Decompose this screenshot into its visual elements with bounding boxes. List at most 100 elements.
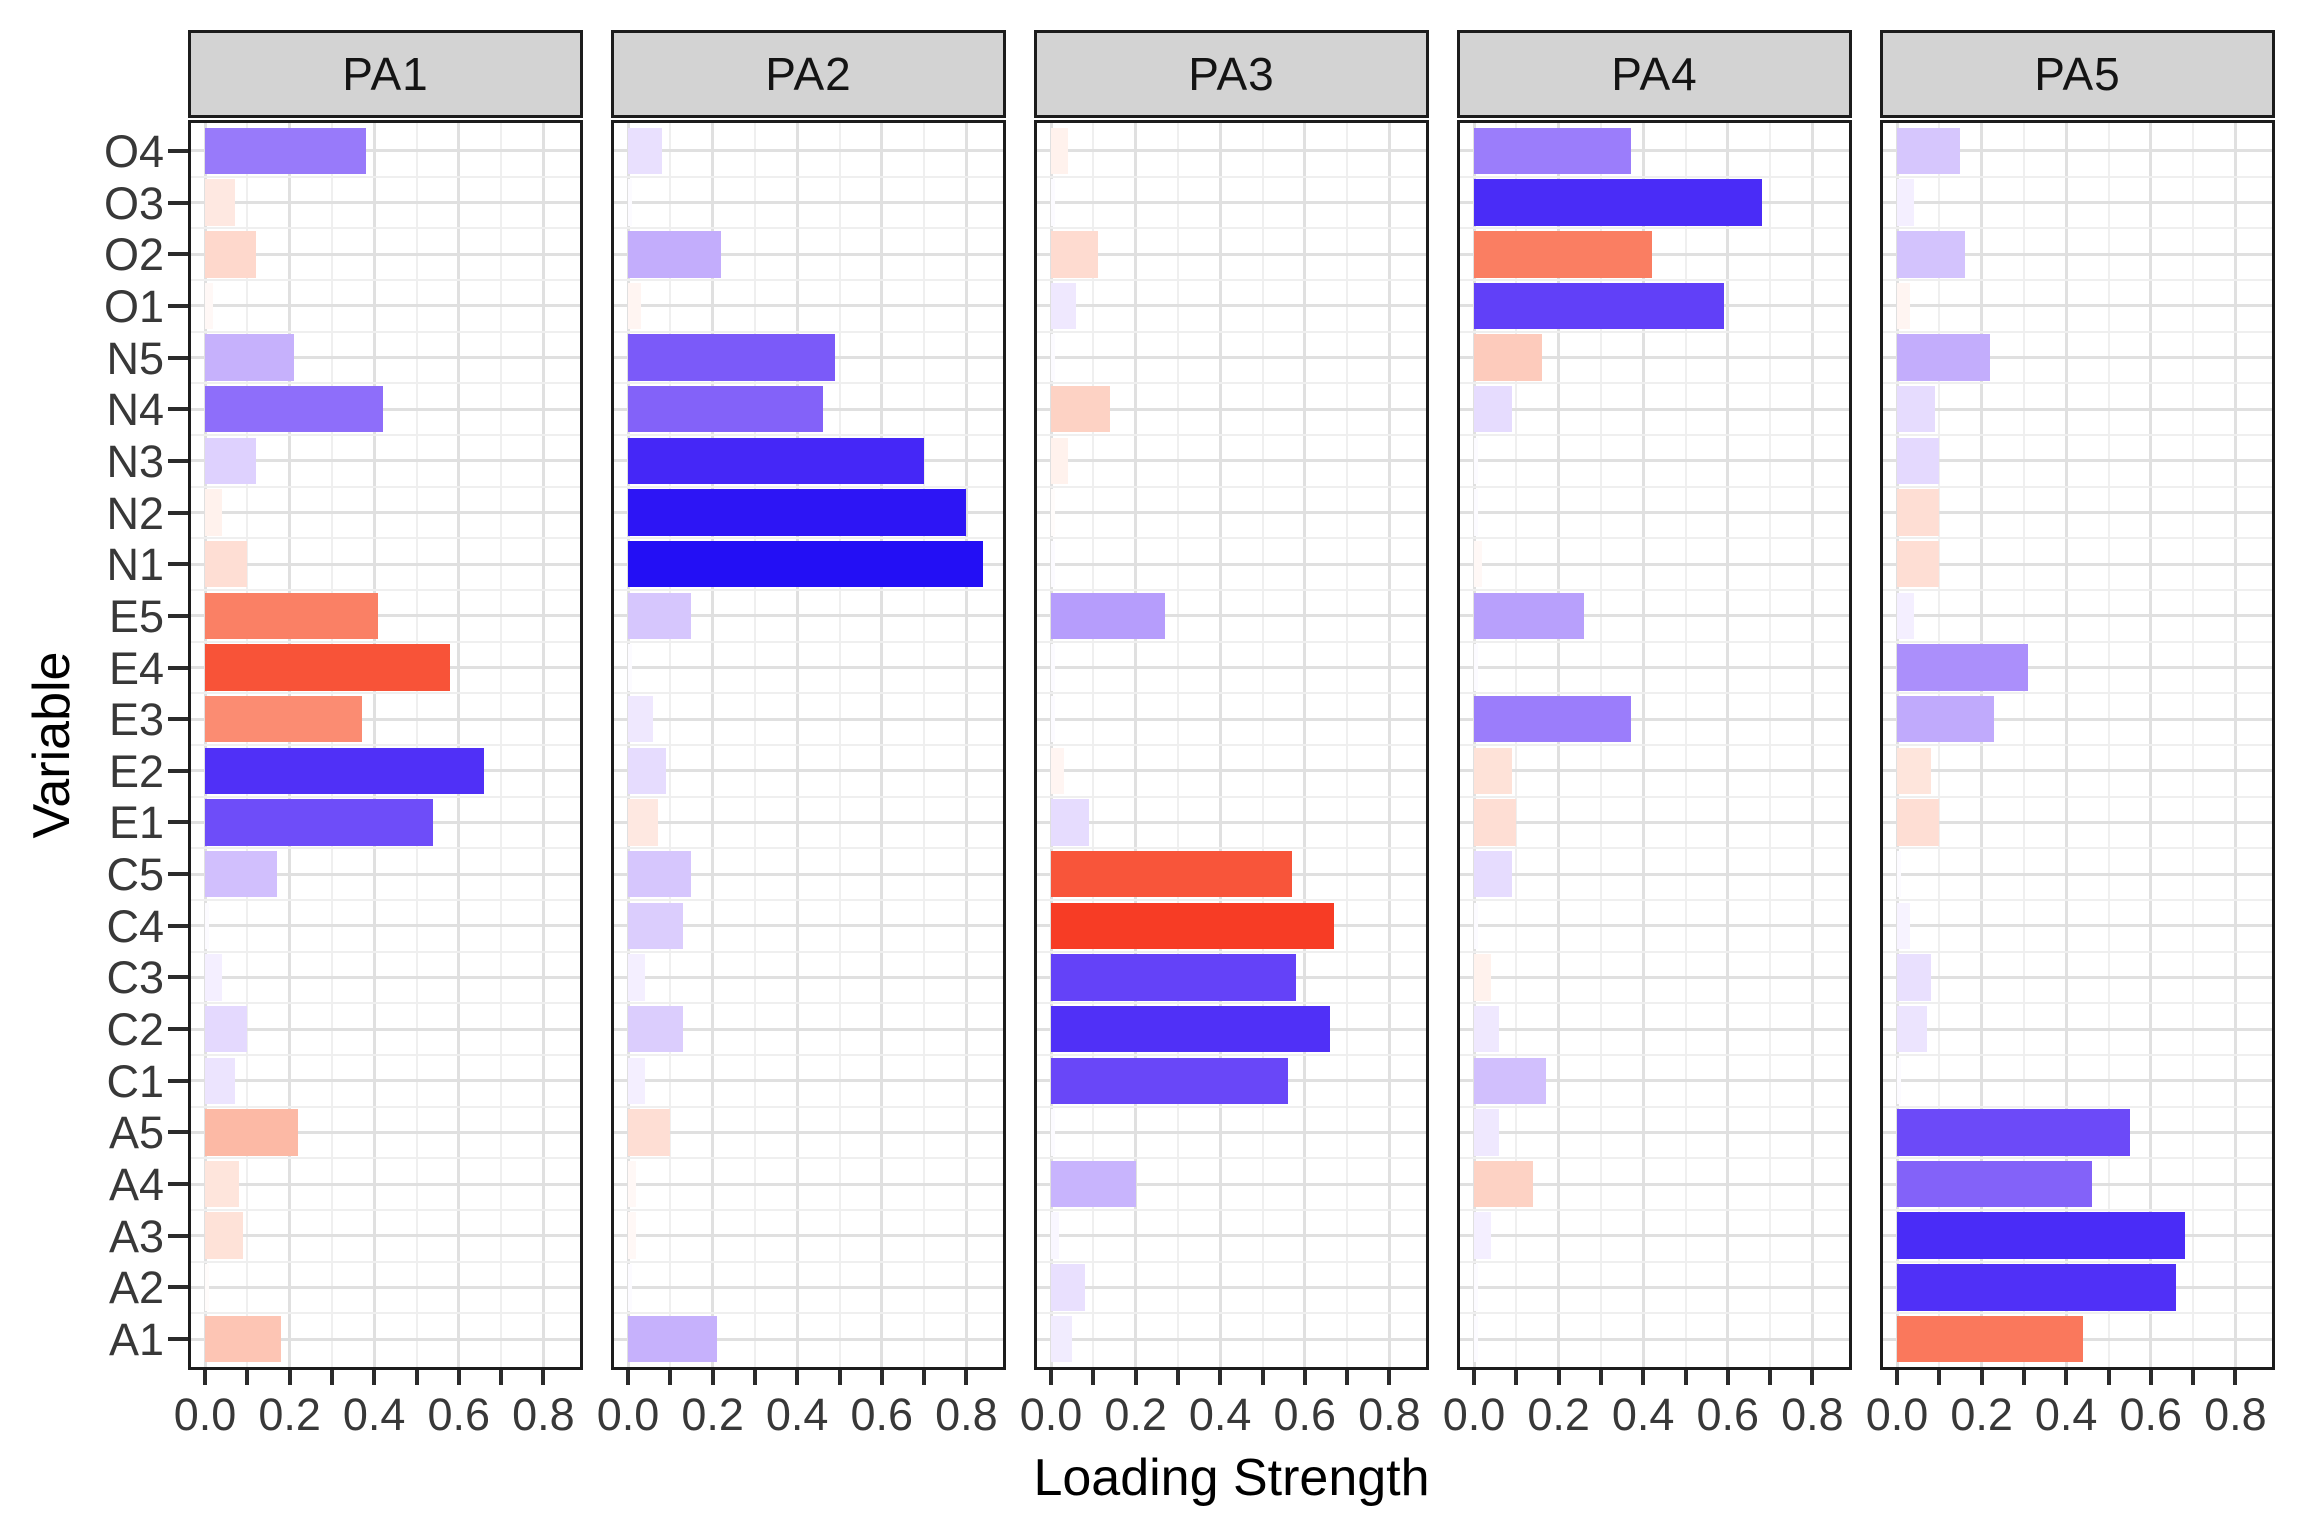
facet-strip-label-pa4: PA4: [1611, 48, 1698, 100]
bar-pa3-e4: [1051, 644, 1056, 691]
gridline-horizontal-major: [1460, 562, 1849, 566]
gridline-horizontal-minor: [1037, 950, 1426, 953]
y-tick-mark-a4: [168, 1182, 188, 1187]
bar-pa1-a3: [205, 1212, 244, 1259]
x-tick-mark-pa2-0.3: [752, 1370, 757, 1385]
x-tick-label-pa3-0.6: 0.6: [1273, 1389, 1337, 1440]
gridline-horizontal-major: [1460, 356, 1849, 360]
bar-pa2-e3: [628, 695, 654, 743]
bar-pa2-o1: [628, 282, 641, 330]
gridline-horizontal-major: [1883, 975, 2272, 979]
bar-pa1-o4: [205, 127, 366, 175]
gridline-horizontal-minor: [1883, 898, 2272, 901]
bar-pa5-a5: [1897, 1109, 2130, 1156]
bar-pa3-o2: [1051, 231, 1098, 278]
x-tick-mark-pa5-0.1: [1937, 1370, 1942, 1385]
facet-strip-label-pa5: PA5: [2034, 48, 2121, 100]
gridline-horizontal-major: [1460, 511, 1849, 515]
bar-pa1-c2: [205, 1005, 248, 1053]
gridline-horizontal-major: [191, 717, 580, 721]
x-tick-label-pa3-0.8: 0.8: [1358, 1389, 1421, 1440]
gridline-horizontal-minor: [191, 847, 580, 850]
facet-strip-label-pa3: PA3: [1188, 48, 1275, 100]
bar-pa1-o1: [205, 282, 214, 330]
gridline-horizontal-minor: [1460, 795, 1849, 798]
gridline-horizontal-minor: [1037, 898, 1426, 901]
y-tick-label-a4: A4: [108, 1159, 164, 1211]
bar-pa2-n2: [628, 489, 967, 536]
y-tick-label-o2: O2: [103, 229, 164, 281]
bar-pa5-n1: [1897, 540, 1940, 588]
y-tick-mark-n2: [168, 510, 188, 515]
bar-pa3-a3: [1051, 1212, 1060, 1259]
x-tick-mark-pa1-0.6: [456, 1370, 461, 1385]
bar-pa1-c4: [205, 902, 210, 950]
gridline-horizontal-minor: [191, 279, 580, 282]
x-tick-mark-pa4-0.4: [1641, 1370, 1646, 1385]
x-tick-label-pa2-0.8: 0.8: [935, 1389, 998, 1440]
gridline-horizontal-major: [614, 1285, 1003, 1289]
gridline-horizontal-major: [614, 614, 1003, 618]
facet-panel-pa5: [1880, 120, 2275, 1370]
bar-pa2-e1: [628, 799, 658, 846]
bar-pa2-c2: [628, 1005, 683, 1053]
x-tick-mark-pa3-0.4: [1218, 1370, 1223, 1385]
bar-pa1-e4: [205, 644, 451, 691]
gridline-horizontal-minor: [1460, 330, 1849, 333]
gridline-horizontal-minor: [1460, 640, 1849, 643]
gridline-horizontal-minor: [1460, 227, 1849, 230]
x-tick-label-pa5-0.0: 0.0: [1865, 1389, 1929, 1440]
gridline-horizontal-minor: [614, 279, 1003, 282]
x-tick-mark-pa3-0.5: [1260, 1370, 1265, 1385]
gridline-horizontal-minor: [191, 1260, 580, 1263]
gridline-horizontal-major: [1460, 924, 1849, 928]
y-tick-mark-n3: [168, 458, 188, 463]
gridline-horizontal-major: [1037, 304, 1426, 308]
gridline-horizontal-minor: [614, 330, 1003, 333]
gridline-horizontal-minor: [1883, 589, 2272, 592]
y-tick-label-n5: N5: [106, 332, 164, 384]
bar-pa5-n5: [1897, 334, 1991, 381]
bar-pa5-c4: [1897, 902, 1910, 950]
gridline-horizontal-minor: [1037, 692, 1426, 695]
gridline-horizontal-minor: [1883, 640, 2272, 643]
x-tick-mark-pa4-0.6: [1725, 1370, 1730, 1385]
gridline-horizontal-minor: [1883, 1260, 2272, 1263]
x-tick-label-pa4-0.4: 0.4: [1611, 1389, 1675, 1440]
gridline-horizontal-major: [1460, 769, 1849, 773]
gridline-horizontal-minor: [1460, 382, 1849, 385]
gridline-horizontal-minor: [1460, 1260, 1849, 1263]
bar-pa5-n4: [1897, 386, 1936, 433]
gridline-horizontal-minor: [1037, 640, 1426, 643]
bar-pa2-a3: [628, 1212, 637, 1259]
bar-pa2-c4: [628, 902, 683, 950]
x-tick-mark-pa4-0.2: [1556, 1370, 1561, 1385]
gridline-horizontal-minor: [1883, 1157, 2272, 1160]
bar-pa3-e2: [1051, 747, 1064, 795]
gridline-horizontal-minor: [614, 847, 1003, 850]
gridline-horizontal-minor: [1037, 279, 1426, 282]
gridline-horizontal-major: [614, 820, 1003, 824]
bar-pa3-c5: [1051, 850, 1293, 898]
x-tick-mark-pa4-0.0: [1472, 1370, 1476, 1385]
bar-pa5-a2: [1897, 1264, 2177, 1311]
gridline-horizontal-minor: [191, 950, 580, 953]
gridline-horizontal-major: [1460, 614, 1849, 618]
x-tick-label-pa5-0.2: 0.2: [1950, 1389, 2013, 1440]
bar-pa2-n3: [628, 437, 925, 485]
x-tick-mark-pa1-0.2: [287, 1370, 292, 1385]
x-tick-mark-pa2-0.2: [710, 1370, 715, 1385]
x-tick-label-pa1-0.0: 0.0: [173, 1389, 237, 1440]
y-tick-label-n2: N2: [106, 487, 164, 539]
bar-pa4-e1: [1474, 799, 1517, 846]
gridline-horizontal-minor: [1883, 950, 2272, 953]
gridline-horizontal-minor: [1037, 847, 1426, 850]
gridline-horizontal-major: [191, 614, 580, 618]
bar-pa3-o4: [1051, 127, 1068, 175]
bar-pa1-n1: [205, 540, 248, 588]
x-tick-mark-pa4-0.8: [1810, 1370, 1815, 1385]
gridline-horizontal-minor: [1037, 1208, 1426, 1211]
bar-pa2-n1: [628, 540, 984, 588]
gridline-horizontal-minor: [1460, 898, 1849, 901]
gridline-horizontal-minor: [1460, 589, 1849, 592]
